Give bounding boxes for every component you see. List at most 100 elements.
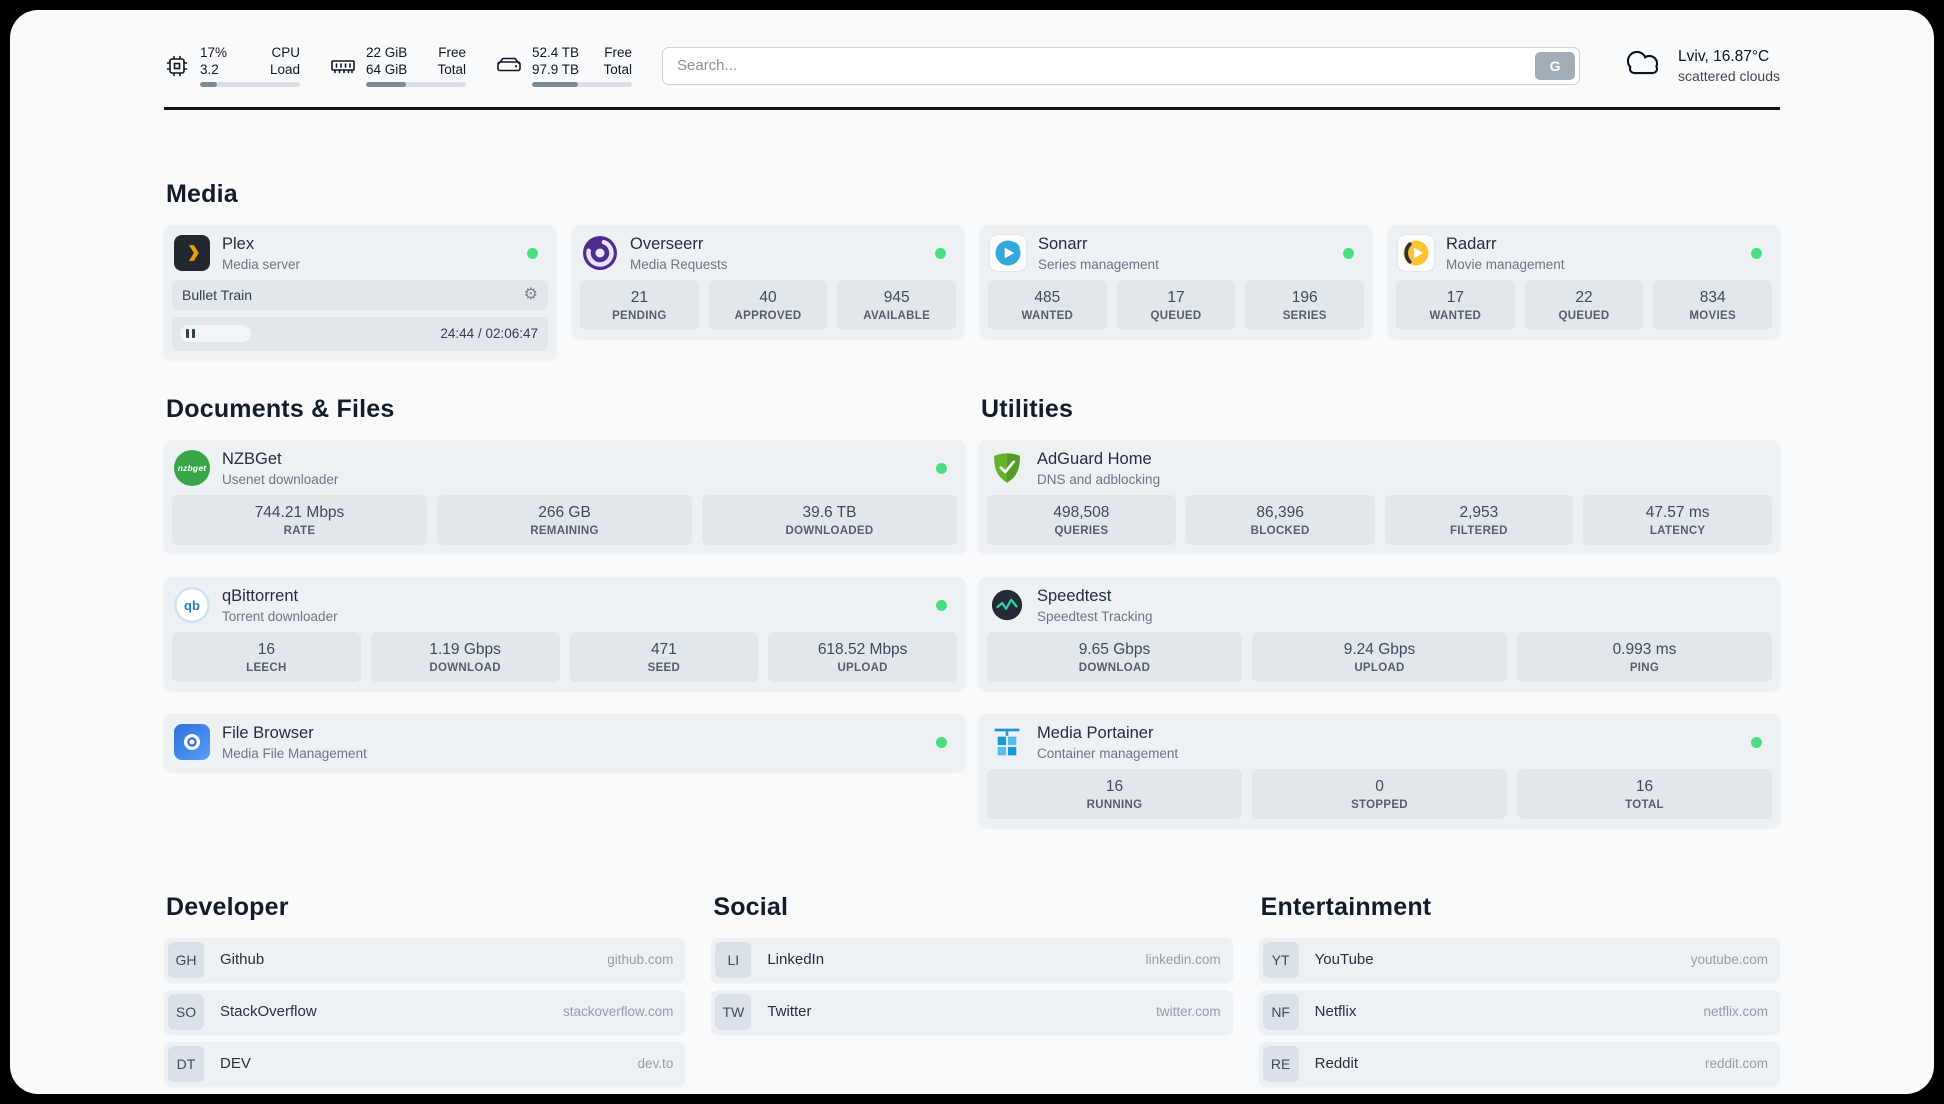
gear-icon[interactable]: ⚙: [523, 285, 538, 303]
bookmark-abbr: SO: [168, 993, 204, 1030]
stat-blocked: 86,396 BLOCKED: [1185, 494, 1375, 545]
section-title-entertainment: Entertainment: [1260, 892, 1432, 921]
service-name: Speedtest: [1037, 586, 1112, 605]
portainer-icon: [989, 724, 1025, 760]
status-dot-online: [1343, 247, 1354, 259]
service-name: qBittorrent: [222, 586, 299, 605]
speedtest-icon: [989, 587, 1025, 623]
bookmark-abbr: TW: [715, 993, 752, 1030]
bookmark-abbr: YT: [1262, 941, 1299, 978]
service-description: Media File Management: [222, 745, 367, 761]
cloud-icon: [1620, 47, 1666, 84]
cpu-progress-fill: [200, 82, 217, 87]
stat-queued: 17 QUEUED: [1116, 279, 1236, 330]
service-name: Media Portainer: [1037, 723, 1154, 742]
service-card-overseerr[interactable]: Overseerr Media Requests 21 PENDING 40 A…: [572, 225, 964, 338]
bookmarks-developer: Developer GH Github github.com SO StackO…: [164, 893, 686, 1094]
sonarr-icon: [990, 235, 1026, 272]
section-title-utilities: Utilities: [981, 394, 1074, 423]
dashboard-content: 17% CPU 3.2 Load: [164, 44, 1780, 1094]
service-name: Overseerr: [630, 235, 704, 253]
stat-remaining: 266 GB REMAINING: [437, 494, 692, 545]
disk-free-label: Free: [604, 45, 632, 60]
service-description: Torrent downloader: [222, 608, 338, 624]
disk-total-label: Total: [603, 62, 632, 77]
service-card-portainer[interactable]: Media Portainer Container management 16 …: [979, 713, 1780, 827]
service-name: Plex: [222, 235, 255, 253]
disk-progress-fill: [532, 82, 578, 87]
stat-approved: 40 APPROVED: [708, 279, 828, 330]
bookmarks-entertainment: Entertainment YT YouTube youtube.com NF …: [1258, 892, 1780, 1094]
disk-icon: [496, 53, 522, 79]
section-media: Media Plex Media server: [164, 180, 1780, 359]
adguard-icon: [989, 450, 1025, 486]
service-card-nzbget[interactable]: nzbget NZBGet Usenet downloader 744.21 M…: [164, 439, 965, 553]
bookmark-abbr: RE: [1262, 1045, 1299, 1082]
service-card-adguard[interactable]: AdGuard Home DNS and adblocking 498,508 …: [979, 439, 1780, 553]
memory-progressbar: [366, 82, 466, 87]
service-description: Usenet downloader: [222, 471, 339, 487]
disk-widget: 52.4 TB Free 97.9 TB Total: [496, 44, 632, 87]
search-input[interactable]: [662, 46, 1581, 85]
bookmark-netflix[interactable]: NF Netflix netflix.com: [1258, 989, 1780, 1034]
stat-leech: 16 LEECH: [172, 631, 361, 682]
plex-icon: [174, 235, 210, 272]
service-name: NZBGet: [222, 449, 282, 468]
bookmark-twitter[interactable]: TW Twitter twitter.com: [711, 989, 1233, 1034]
status-dot-online: [1751, 736, 1762, 748]
cpu-label: CPU: [271, 45, 300, 60]
stat-rate: 744.21 Mbps RATE: [172, 494, 427, 545]
cpu-load-value: 3.2: [200, 62, 219, 77]
weather-widget[interactable]: Lviv, 16.87°C scattered clouds: [1620, 47, 1780, 84]
memory-total-value: 64 GiB: [366, 62, 408, 77]
bookmark-abbr: DT: [168, 1045, 204, 1082]
service-description: Media server: [222, 256, 301, 272]
service-description: Movie management: [1446, 256, 1565, 272]
bookmark-abbr: GH: [168, 941, 204, 978]
stat-wanted: 17 WANTED: [1396, 279, 1515, 330]
service-description: Speedtest Tracking: [1037, 608, 1153, 624]
disk-free-value: 52.4 TB: [532, 45, 580, 60]
stat-queued: 22 QUEUED: [1524, 279, 1644, 330]
cpu-icon: [164, 53, 190, 79]
topbar: 17% CPU 3.2 Load: [164, 44, 1780, 87]
service-card-sonarr[interactable]: Sonarr Series management 485 WANTED 17 Q…: [980, 225, 1372, 338]
weather-location: Lviv, 16.87°C: [1678, 47, 1770, 65]
bookmark-abbr: NF: [1262, 993, 1299, 1030]
service-card-qbittorrent[interactable]: qb qBittorrent Torrent downloader 16 LEE…: [164, 576, 965, 690]
memory-icon: [330, 53, 356, 79]
bookmark-stackoverflow[interactable]: SO StackOverflow stackoverflow.com: [164, 989, 686, 1034]
stat-upload: 9.24 Gbps UPLOAD: [1252, 631, 1507, 682]
memory-widget: 22 GiB Free 64 GiB Total: [330, 44, 466, 87]
bookmarks-social: Social LI LinkedIn linkedin.com TW Twitt…: [711, 893, 1233, 1042]
bookmark-youtube[interactable]: YT YouTube youtube.com: [1258, 937, 1780, 982]
status-dot-online: [936, 599, 947, 611]
bookmark-github[interactable]: GH Github github.com: [164, 937, 686, 982]
status-dot-online: [1751, 247, 1762, 259]
now-playing-row: Bullet Train ⚙: [172, 279, 548, 310]
header-divider: [164, 107, 1780, 110]
playback-progressbar[interactable]: 24:44 / 02:06:47: [172, 316, 548, 351]
section-columns: Documents & Files nzbget NZBGet Usenet d…: [164, 395, 1780, 827]
pause-icon: [186, 329, 189, 339]
stat-latency: 47.57 ms LATENCY: [1583, 494, 1772, 545]
service-card-speedtest[interactable]: Speedtest Speedtest Tracking 9.65 Gbps D…: [979, 576, 1780, 690]
service-name: Sonarr: [1038, 235, 1088, 253]
search-provider-button[interactable]: G: [1535, 51, 1576, 80]
service-card-filebrowser[interactable]: File Browser Media File Management: [164, 713, 965, 771]
search-bar: G: [662, 46, 1581, 85]
service-card-radarr[interactable]: Radarr Movie management 17 WANTED 22 QUE…: [1388, 225, 1780, 338]
stat-download: 9.65 Gbps DOWNLOAD: [987, 631, 1242, 682]
cpu-widget: 17% CPU 3.2 Load: [164, 44, 300, 87]
service-card-plex[interactable]: Plex Media server Bullet Train ⚙ 24:44: [164, 225, 556, 359]
service-description: DNS and adblocking: [1037, 471, 1161, 487]
disk-total-value: 97.9 TB: [532, 62, 580, 77]
bookmark-reddit[interactable]: RE Reddit reddit.com: [1258, 1041, 1780, 1086]
memory-free-value: 22 GiB: [366, 45, 408, 60]
stat-total: 16 TOTAL: [1517, 768, 1772, 819]
service-name: File Browser: [222, 723, 314, 742]
bookmark-linkedin[interactable]: LI LinkedIn linkedin.com: [711, 937, 1233, 982]
bookmark-dev[interactable]: DT DEV dev.to: [164, 1041, 686, 1086]
bookmark-abbr: LI: [715, 941, 752, 978]
cpu-progressbar: [200, 82, 300, 87]
